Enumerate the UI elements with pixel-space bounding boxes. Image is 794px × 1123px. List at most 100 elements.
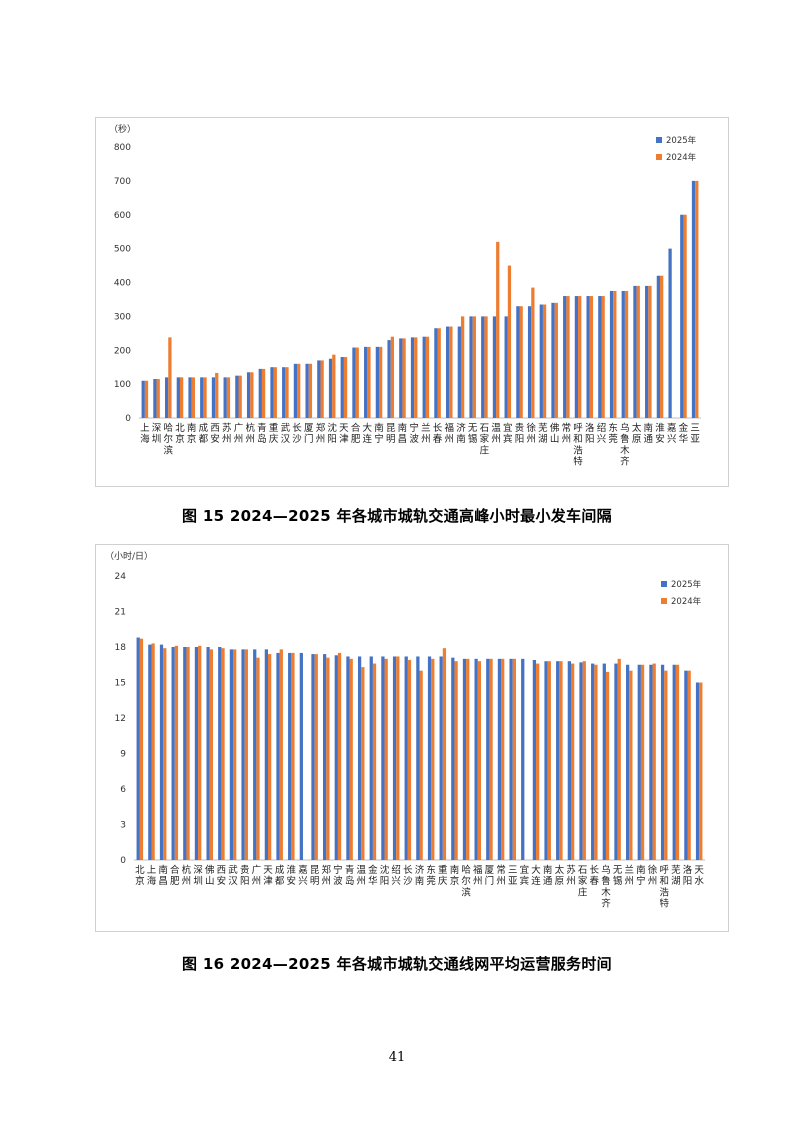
bar-2025: [656, 275, 661, 418]
bar-2024: [496, 241, 500, 418]
bar-2025: [486, 658, 490, 860]
x-tick-label: 淮安: [655, 423, 665, 445]
x-tick-label: 郑州: [316, 422, 326, 445]
x-tick-label: 上海: [147, 865, 157, 887]
x-tick-label: 常州: [496, 864, 506, 887]
y-tick-label: 300: [114, 312, 131, 322]
y-tick-label: 100: [114, 380, 131, 390]
y-axis-label: （秒）: [109, 123, 136, 135]
bar-2024: [203, 377, 207, 418]
bar-2025: [369, 656, 373, 860]
x-tick-label: 杭州: [182, 864, 192, 887]
bar-2024: [261, 368, 266, 418]
bar-2024: [144, 380, 149, 418]
bar-2025: [258, 368, 262, 418]
bar-2024: [578, 296, 582, 418]
bar-2025: [323, 654, 327, 860]
bar-2025: [598, 296, 602, 418]
bar-2025: [305, 363, 309, 418]
legend-swatch: [656, 137, 662, 143]
bar-2024: [454, 661, 458, 860]
x-tick-label: 厦门: [304, 423, 314, 445]
bar-2025: [387, 340, 391, 418]
bar-2025: [357, 656, 362, 860]
bar-2025: [416, 656, 420, 860]
x-tick-label: 佛山: [205, 864, 215, 887]
x-tick-label: 苏州: [566, 864, 576, 887]
y-tick-label: 24: [115, 572, 127, 582]
x-tick-label: 绍兴: [597, 422, 607, 445]
bar-2024: [256, 657, 260, 860]
x-tick-label: 郑州: [322, 864, 332, 887]
bar-2025: [492, 316, 497, 418]
bar-2025: [645, 285, 649, 418]
bar-2025: [148, 644, 152, 860]
bar-2025: [684, 670, 688, 860]
bar-2024: [314, 654, 318, 860]
bar-2025: [445, 326, 450, 418]
bar-2025: [591, 663, 595, 860]
bar-2024: [191, 377, 195, 418]
bar-2025: [299, 652, 303, 860]
bar-2025: [691, 180, 696, 418]
x-tick-label: 北京: [175, 423, 185, 445]
x-tick-label: 昆明: [310, 865, 320, 887]
x-tick-label: 芜湖: [671, 864, 681, 887]
x-tick-label: 南昌: [398, 422, 408, 445]
x-tick-label: 重庆: [438, 864, 448, 887]
bar-2024: [640, 664, 645, 860]
x-tick-label: 太原: [555, 864, 565, 887]
x-tick-label: 东莞: [608, 422, 618, 445]
bar-2025: [241, 649, 245, 860]
bar-2024: [489, 658, 493, 860]
bar-2025: [346, 656, 350, 860]
y-tick-label: 800: [114, 143, 131, 153]
bar-2025: [474, 658, 478, 860]
bar-2024: [512, 658, 516, 860]
bar-2024: [425, 336, 430, 418]
x-tick-label: 广州: [234, 422, 244, 445]
x-tick-label: 北京: [135, 865, 145, 887]
x-tick-label: 沈阳: [380, 864, 390, 887]
x-tick-label: 石家庄: [578, 865, 588, 898]
bar-2024: [402, 338, 406, 418]
bar-2024: [361, 667, 365, 860]
x-tick-label: 南宁: [374, 422, 384, 445]
bar-2025: [544, 661, 548, 860]
x-tick-label: 长沙: [292, 422, 302, 445]
bar-2025: [637, 664, 641, 860]
x-tick-label: 成都: [199, 422, 209, 445]
bar-2025: [183, 647, 187, 860]
bar-2024: [291, 652, 295, 860]
x-tick-label: 杭州: [245, 422, 255, 445]
y-tick-label: 18: [115, 643, 127, 653]
y-tick-label: 21: [115, 608, 126, 618]
bar-2024: [355, 347, 359, 418]
x-tick-label: 太原: [632, 422, 642, 445]
bar-2024: [554, 302, 558, 418]
bar-2025: [311, 654, 315, 860]
figure-15-caption: 图 15 2024—2025 年各城市城轨交通高峰小时最小发车间隔: [182, 507, 612, 525]
x-tick-label: 武汉: [281, 422, 291, 445]
bar-2024: [629, 670, 633, 860]
bar-2024: [501, 658, 505, 860]
bar-2025: [462, 658, 467, 860]
bar-2025: [171, 647, 175, 860]
bar-2024: [396, 656, 400, 860]
bar-2024: [390, 336, 395, 418]
x-tick-label: 呼和浩特: [573, 423, 583, 468]
bar-2025: [614, 663, 618, 860]
x-tick-label: 石家庄: [480, 423, 490, 456]
bar-2024: [179, 377, 184, 418]
x-tick-label: 合肥: [351, 422, 361, 445]
x-tick-label: 南京: [187, 422, 197, 445]
bar-2025: [194, 647, 199, 860]
bar-2024: [437, 328, 441, 418]
bar-2024: [566, 296, 570, 418]
x-tick-label: 哈尔滨: [461, 864, 471, 898]
bar-2025: [206, 647, 210, 860]
bar-2024: [215, 372, 219, 418]
bar-2025: [633, 285, 637, 418]
x-tick-label: 福州: [445, 422, 455, 445]
bar-2025: [567, 661, 571, 860]
